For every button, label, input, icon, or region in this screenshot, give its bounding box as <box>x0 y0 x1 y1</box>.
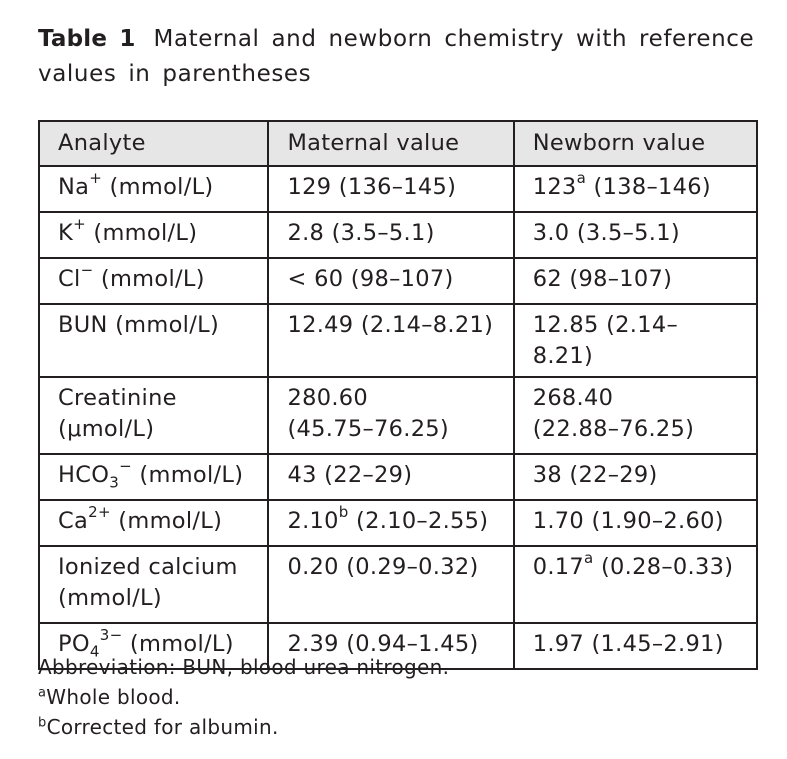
analyte-cell: Ca2+ (mmol/L) <box>37 499 270 547</box>
analyte-cell: Ionized calcium (mmol/L) <box>37 545 270 624</box>
analyte-cell: PO43− (mmol/L) <box>37 622 270 670</box>
maternal-value-cell: 2.8 (3.5–5.1) <box>267 211 515 259</box>
maternal-value-cell: 129 (136–145) <box>267 165 515 213</box>
table-header-row: Analyte Maternal value Newborn value <box>37 120 759 167</box>
newborn-value-cell: 38 (22–29) <box>512 453 759 501</box>
table-label: Table 1 <box>38 26 136 52</box>
analyte-cell: Na+ (mmol/L) <box>37 165 270 213</box>
table-row: BUN (mmol/L) 12.49 (2.14–8.21) 12.85 (2.… <box>37 303 759 378</box>
column-header-newborn: Newborn value <box>512 120 759 167</box>
newborn-value-cell: 123a (138–146) <box>512 165 759 213</box>
newborn-value-cell: 268.40 (22.88–76.25) <box>512 376 759 455</box>
table-caption-text: Maternal and newborn chemistry with refe… <box>38 26 755 87</box>
maternal-value-cell: < 60 (98–107) <box>267 257 515 305</box>
newborn-value-cell: 1.97 (1.45–2.91) <box>512 622 759 670</box>
analyte-cell: K+ (mmol/L) <box>37 211 270 259</box>
table-row: PO43− (mmol/L) 2.39 (0.94–1.45) 1.97 (1.… <box>37 622 759 670</box>
table-row: Creatinine (μmol/L) 280.60 (45.75–76.25)… <box>37 376 759 455</box>
maternal-value-cell: 2.39 (0.94–1.45) <box>267 622 515 670</box>
column-header-maternal: Maternal value <box>267 120 515 167</box>
maternal-value-cell: 0.20 (0.29–0.32) <box>267 545 515 624</box>
table-row: Ca2+ (mmol/L) 2.10b (2.10–2.55) 1.70 (1.… <box>37 499 759 547</box>
table-row: Na+ (mmol/L) 129 (136–145) 123a (138–146… <box>37 165 759 213</box>
chemistry-table: Analyte Maternal value Newborn value Na+… <box>37 120 759 670</box>
maternal-value-cell: 43 (22–29) <box>267 453 515 501</box>
footnote-a: aWhole blood. <box>38 685 181 709</box>
maternal-value-cell: 12.49 (2.14–8.21) <box>267 303 515 378</box>
footnote-marker: a <box>584 548 594 567</box>
footnote-abbreviation: Abbreviation: BUN, blood urea nitrogen. <box>38 655 450 679</box>
table-caption: Table 1 Maternal and newborn chemistry w… <box>38 22 758 92</box>
analyte-cell: HCO3− (mmol/L) <box>37 453 270 501</box>
column-header-analyte: Analyte <box>37 120 270 167</box>
table-row: HCO3− (mmol/L) 43 (22–29) 38 (22–29) <box>37 453 759 501</box>
table-footnotes: Abbreviation: BUN, blood urea nitrogen. … <box>38 652 449 742</box>
footnote-marker: b <box>338 502 349 521</box>
newborn-value-cell: 0.17a (0.28–0.33) <box>512 545 759 624</box>
table-row: Ionized calcium (mmol/L) 0.20 (0.29–0.32… <box>37 545 759 624</box>
analyte-cell: BUN (mmol/L) <box>37 303 270 378</box>
table-row: K+ (mmol/L) 2.8 (3.5–5.1) 3.0 (3.5–5.1) <box>37 211 759 259</box>
footnote-b: bCorrected for albumin. <box>38 715 279 739</box>
maternal-value-cell: 280.60 (45.75–76.25) <box>267 376 515 455</box>
newborn-value-cell: 3.0 (3.5–5.1) <box>512 211 759 259</box>
maternal-value-cell: 2.10b (2.10–2.55) <box>267 499 515 547</box>
analyte-cell: Cl− (mmol/L) <box>37 257 270 305</box>
footnote-marker: a <box>576 168 587 187</box>
newborn-value-cell: 1.70 (1.90–2.60) <box>512 499 759 547</box>
newborn-value-cell: 12.85 (2.14–8.21) <box>512 303 759 378</box>
analyte-cell: Creatinine (μmol/L) <box>37 376 270 455</box>
table-row: Cl− (mmol/L) < 60 (98–107) 62 (98–107) <box>37 257 759 305</box>
newborn-value-cell: 62 (98–107) <box>512 257 759 305</box>
